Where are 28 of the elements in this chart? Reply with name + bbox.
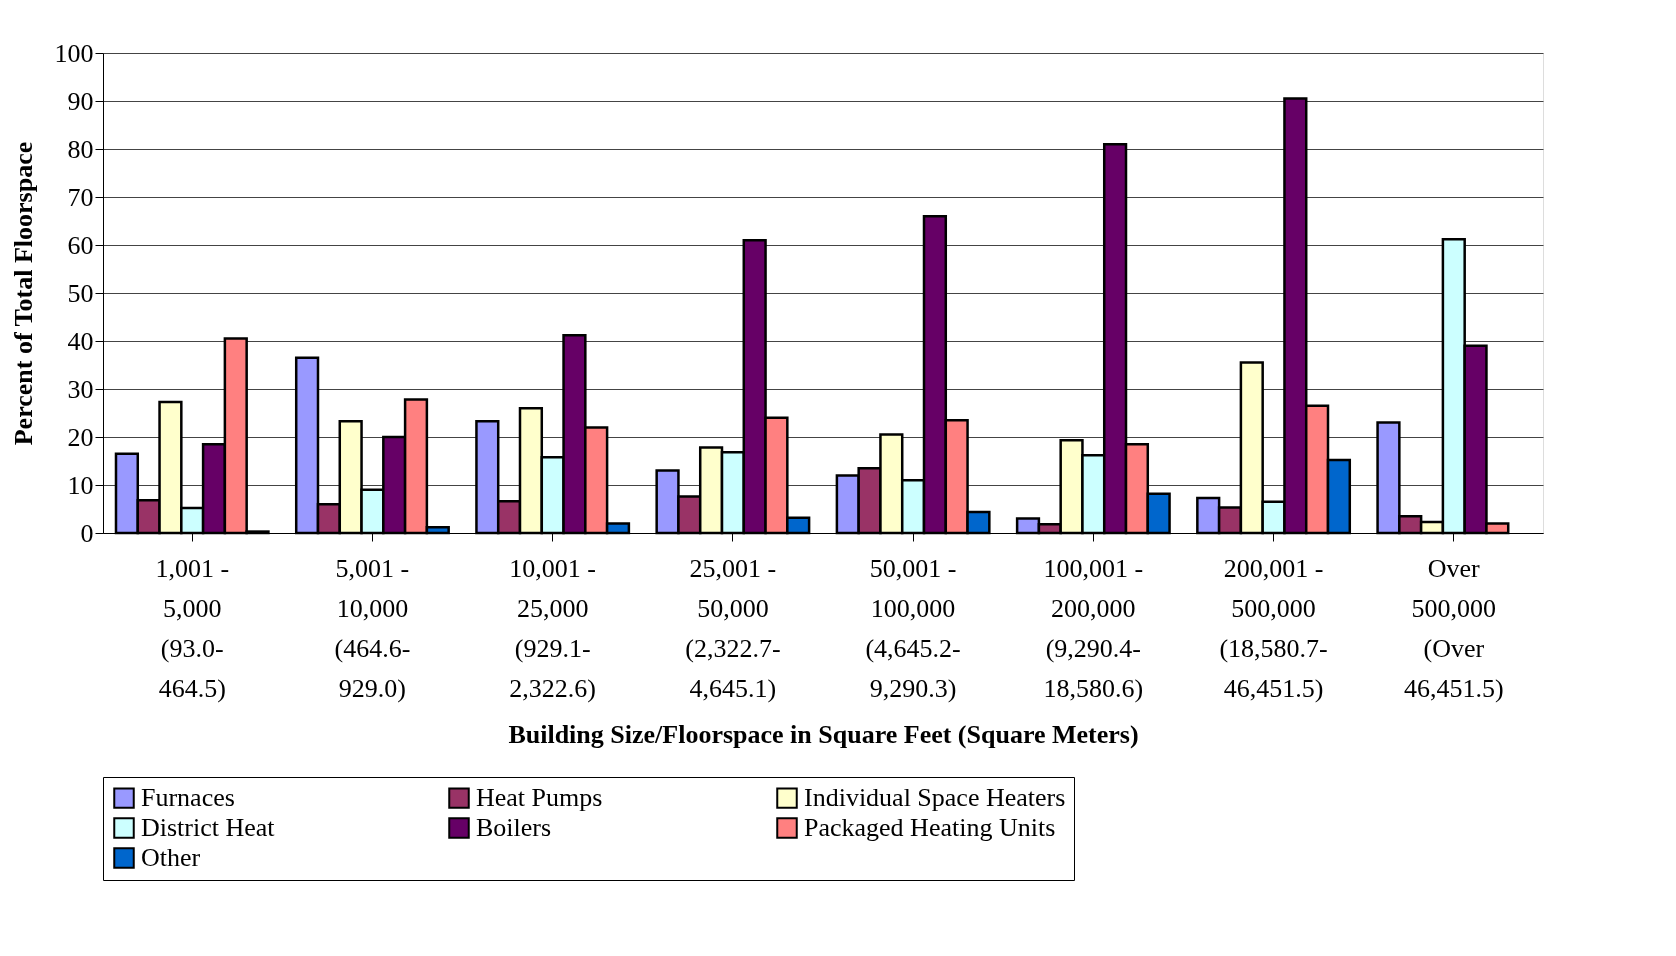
x-tick-label: 200,001 - 500,000 (18,580.7-46,451.5) bbox=[1219, 553, 1328, 703]
y-tick-label: 40 bbox=[67, 326, 94, 356]
legend-label: Individual Space Heaters bbox=[804, 783, 1066, 813]
x-tick-label: 50,001 - 100,000 (4,645.2-9,290.3) bbox=[865, 553, 961, 703]
x-tick-label: 1,001 - 5,000 (93.0-464.5) bbox=[155, 553, 230, 703]
y-tick-label: 0 bbox=[80, 518, 94, 548]
y-tick-label: 20 bbox=[67, 422, 94, 452]
y-tick-label: 30 bbox=[67, 374, 94, 404]
x-tick-label: 10,001 - 25,000 (929.1-2,322.6) bbox=[509, 553, 596, 703]
y-axis-title: Percent of Total Floorspace bbox=[8, 141, 38, 446]
legend-label: Other bbox=[141, 843, 201, 872]
y-tick-label: 50 bbox=[67, 278, 94, 308]
x-tick-label: 5,001 - 10,000 (464.6-929.0) bbox=[334, 553, 411, 703]
y-tick-label: 90 bbox=[67, 86, 94, 116]
y-tick-label: 60 bbox=[67, 230, 94, 260]
legend-label: Boilers bbox=[476, 813, 552, 842]
x-tick-label: 100,001 - 200,000 (9,290.4-18,580.6) bbox=[1043, 553, 1144, 703]
x-axis-title: Building Size/Floorspace in Square Feet (Square Meters) bbox=[508, 719, 1139, 749]
legend-label: Heat Pumps bbox=[476, 783, 603, 813]
y-tick-label: 100 bbox=[54, 38, 94, 68]
y-tick-label: 10 bbox=[67, 470, 94, 500]
legend-label: Packaged Heating Units bbox=[804, 813, 1056, 842]
x-tick-label: Over 500,000 (Over 46,451.5) bbox=[1403, 553, 1504, 703]
legend-label: District Heat bbox=[141, 813, 276, 842]
y-tick-label: 70 bbox=[67, 182, 94, 212]
x-tick-label: 25,001 - 50,000 (2,322.7-4,645.1) bbox=[685, 553, 781, 703]
legend-label: Furnaces bbox=[141, 783, 235, 813]
y-tick-label: 80 bbox=[67, 134, 94, 164]
